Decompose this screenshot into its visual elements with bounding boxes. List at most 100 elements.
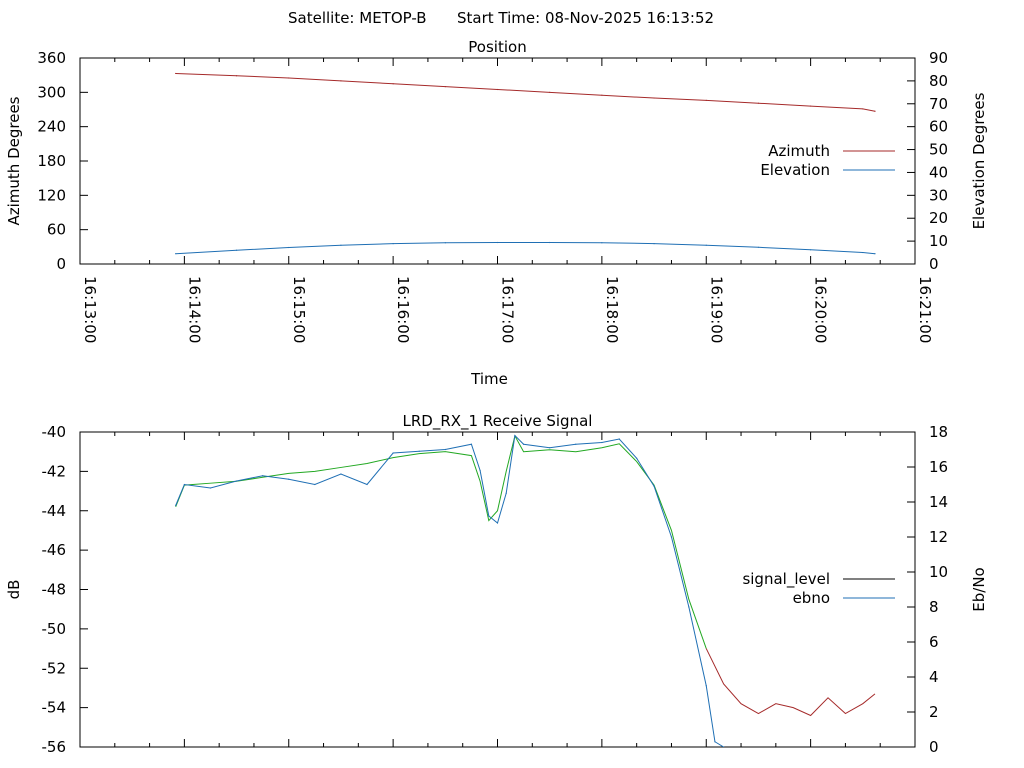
chart-0-series-azimuth-point bbox=[340, 80, 342, 82]
chart-1-series-ebno-point bbox=[670, 536, 673, 538]
chart-0-series-azimuth-point bbox=[175, 72, 177, 75]
chart-1-legend-label: ebno bbox=[793, 589, 830, 607]
chart-1-series-ebno-point bbox=[183, 483, 185, 486]
chart-0-ytick-label: 240 bbox=[37, 118, 66, 136]
chart-0-ytick-label: 0 bbox=[56, 255, 66, 273]
chart-1-series-ebno-point bbox=[636, 457, 638, 459]
chart-0-series-elevation-point bbox=[601, 242, 603, 244]
chart-1-y2tick-label: 12 bbox=[929, 528, 948, 546]
chart-0-series-elevation-point bbox=[392, 243, 394, 245]
chart-0-series-azimuth-point bbox=[653, 97, 655, 99]
chart-0-series-azimuth-point bbox=[496, 88, 499, 91]
chart-1-ytick-label: -46 bbox=[42, 541, 67, 559]
chart-1-series-group bbox=[175, 434, 876, 747]
chart-0-ytick-label: 120 bbox=[37, 186, 66, 204]
chart-0-y2tick-label: 60 bbox=[929, 118, 948, 136]
chart-0-series-azimuth-point bbox=[601, 94, 603, 96]
chart-1-series-ebno-point bbox=[714, 741, 716, 743]
chart-1-y2tick-label: 10 bbox=[929, 563, 948, 581]
chart-1-series-ebno-point bbox=[392, 452, 394, 454]
chart-0-series-elevation-point bbox=[653, 243, 655, 245]
chart-1-series-ebno-point bbox=[653, 485, 655, 487]
chart-0-xtick-label: 16:20:00 bbox=[812, 276, 830, 343]
chart-0-y2tick-label: 10 bbox=[929, 232, 948, 250]
chart-1-y2tick-label: 4 bbox=[929, 668, 939, 686]
chart-0-series-elevation-point bbox=[549, 241, 551, 244]
chart-0-series-elevation-point bbox=[810, 249, 812, 251]
chart-0-series-elevation-point bbox=[757, 246, 760, 248]
chart-1-y2label: Eb/No bbox=[970, 567, 988, 611]
chart-0-ytick-label: 60 bbox=[47, 221, 66, 239]
chart-0-y2tick-label: 70 bbox=[929, 95, 948, 113]
chart-1-ylabel: dB bbox=[5, 580, 23, 600]
chart-0-xtick-label: 16:14:00 bbox=[185, 276, 203, 343]
chart-1-series-ebno-point bbox=[522, 443, 525, 445]
chart-1-y2tick-label: 18 bbox=[929, 423, 948, 441]
position-plot: Position 16:13:00 16:14:00 16:15:00 16:16:00… bbox=[5, 38, 988, 388]
chart-0-title: Position bbox=[468, 38, 526, 56]
chart-1-ytick-label: -54 bbox=[42, 699, 67, 717]
chart-0-series-azimuth-point bbox=[757, 102, 760, 104]
chart-0-series-elevation-point bbox=[496, 241, 499, 244]
chart-1-series-ebno-point bbox=[366, 483, 368, 486]
chart-0-xtick-label: 16:19:00 bbox=[707, 276, 725, 343]
chart-1-series-ebno-point bbox=[314, 483, 316, 486]
receive-signal-plot: LRD_RX_1 Receive Signal -56 -54 -52 -50 -48 -4… bbox=[5, 412, 988, 756]
chart-0-series-azimuth-point bbox=[444, 86, 446, 88]
chart-0-series-azimuth-point bbox=[392, 83, 394, 85]
chart-0-y2tick-label: 30 bbox=[929, 186, 948, 204]
chart-1-ytick-label: -56 bbox=[42, 738, 67, 756]
chart-0-xtick-label: 16:16:00 bbox=[394, 276, 412, 343]
chart-0-series-elevation-point bbox=[862, 251, 864, 254]
chart-1-y2tick-label: 16 bbox=[929, 458, 948, 476]
chart-1-series-ebno-point bbox=[488, 515, 490, 517]
chart-0-ylabel: Azimuth Degrees bbox=[5, 96, 23, 225]
chart-0-series-elevation-point bbox=[444, 242, 446, 244]
chart-1-series-ebno-point bbox=[601, 441, 603, 444]
chart-0-ytick-label: 180 bbox=[37, 152, 66, 170]
chart-0-series-elevation-point bbox=[235, 249, 238, 251]
chart-1-series-signal-level-unlocked bbox=[705, 648, 876, 717]
chart-1-series-signal-level-locked bbox=[175, 434, 707, 649]
chart-0-y2tick-label: 80 bbox=[929, 72, 948, 90]
chart-1-legend-label: signal_level bbox=[742, 570, 830, 589]
chart-1-series-ebno-point bbox=[175, 504, 177, 507]
chart-1-series-ebno-point bbox=[496, 522, 499, 524]
chart-0-y2label: Elevation Degrees bbox=[970, 92, 988, 229]
chart-0-series-elevation-point bbox=[288, 246, 290, 249]
chart-1-series-ebno-point bbox=[575, 443, 577, 445]
chart-1-ytick-label: -40 bbox=[42, 423, 67, 441]
chart-1-y2tick-label: 14 bbox=[929, 493, 948, 511]
chart-1-series-ebno-point bbox=[549, 447, 551, 449]
chart-1-series-ebno-point bbox=[505, 492, 507, 494]
chart-0-xlabel: Time bbox=[470, 370, 508, 388]
chart-0-series-azimuth-point bbox=[549, 91, 551, 93]
chart-1-series-ebno-point bbox=[479, 469, 481, 472]
chart-0-series-elevation-point bbox=[175, 253, 177, 255]
chart-0-ytick-label: 300 bbox=[37, 83, 66, 101]
chart-0-y2tick-label: 20 bbox=[929, 209, 948, 227]
chart-1-ytick-label: -50 bbox=[42, 620, 67, 638]
chart-0-series-azimuth-point bbox=[705, 99, 707, 101]
chart-0-series-azimuth-point bbox=[288, 77, 290, 79]
chart-1-series-ebno-point bbox=[618, 438, 620, 440]
chart-0-series-elevation-point bbox=[874, 253, 876, 255]
chart-0-legend-label: Azimuth bbox=[768, 142, 830, 160]
chart-0-series-azimuth-point bbox=[235, 75, 238, 77]
chart-1-series-ebno-point bbox=[514, 434, 516, 437]
chart-1-series-ebno-line bbox=[175, 434, 724, 747]
chart-1-y2tick-label: 8 bbox=[929, 598, 939, 616]
chart-0-ytick-label: 360 bbox=[37, 49, 66, 67]
chart-0-xtick-label: 16:18:00 bbox=[603, 276, 621, 343]
chart-1-y2tick-label: 2 bbox=[929, 703, 939, 721]
chart-1-series-ebno-point bbox=[235, 480, 238, 482]
chart-1-y2tick-label: 6 bbox=[929, 633, 939, 651]
chart-1-ytick-label: -44 bbox=[42, 502, 67, 520]
chart-0-series-azimuth-line bbox=[175, 72, 876, 112]
chart-0-xtick-label: 16:21:00 bbox=[916, 276, 934, 343]
chart-1-ytick-label: -42 bbox=[42, 462, 67, 480]
chart-0-y2tick-label: 40 bbox=[929, 163, 948, 181]
chart-1-series-ebno-point bbox=[418, 450, 420, 452]
header-start-time: Start Time: 08-Nov-2025 16:13:52 bbox=[457, 9, 714, 27]
